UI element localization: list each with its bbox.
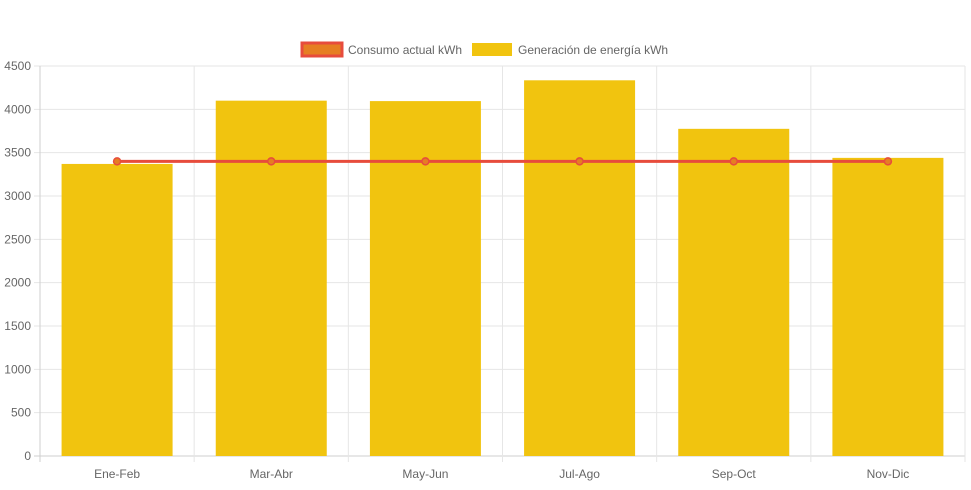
y-tick-label: 3500	[4, 146, 31, 160]
bars	[61, 80, 944, 457]
bar-jul-ago	[524, 80, 636, 457]
y-tick-label: 4000	[4, 102, 31, 116]
x-tick-label: Ene-Feb	[94, 467, 140, 481]
grid	[34, 65, 966, 462]
line-series	[112, 157, 893, 166]
x-tick-label: Nov-Dic	[867, 467, 910, 481]
x-tick-label: Jul-Ago	[559, 467, 600, 481]
y-tick-label: 2500	[4, 232, 31, 246]
legend-label-generacion: Generación de energía kWh	[518, 43, 668, 57]
x-tick-label: Sep-Oct	[712, 467, 757, 481]
bar-nov-dic	[832, 157, 944, 456]
legend-swatch-generacion	[472, 43, 512, 56]
legend-label-consumo: Consumo actual kWh	[348, 43, 462, 57]
legend-swatch-consumo	[300, 41, 344, 58]
y-tick-label: 1000	[4, 362, 31, 376]
y-tick-label: 500	[11, 406, 31, 420]
consumo-point-ene-feb	[112, 157, 122, 166]
bar-may-jun	[369, 101, 481, 456]
y-tick-label: 2000	[4, 276, 31, 290]
consumo-point-jul-ago	[575, 157, 584, 166]
bar-mar-abr	[215, 100, 327, 457]
legend-item-generacion[interactable]: Generación de energía kWh	[472, 43, 668, 57]
bar-ene-feb	[61, 163, 173, 456]
y-tick-label: 1500	[4, 319, 31, 333]
x-axis: Ene-Feb Mar-Abr May-Jun Jul-Ago Sep-Oct Nov-D…	[94, 467, 909, 481]
y-tick-label: 3000	[4, 189, 31, 203]
x-tick-label: May-Jun	[402, 467, 448, 481]
bar-sep-oct	[678, 128, 790, 457]
legend: Consumo actual kWh Generación de energía…	[300, 41, 668, 58]
y-axis: 0 500 1000 1500 2000 2500 3000 3500 4000 4500	[4, 59, 31, 463]
x-tick-label: Mar-Abr	[250, 467, 293, 481]
consumo-point-may-jun	[421, 157, 430, 166]
legend-item-consumo[interactable]: Consumo actual kWh	[300, 41, 462, 58]
consumo-point-nov-dic	[883, 157, 893, 166]
consumo-point-mar-abr	[267, 157, 276, 166]
y-tick-label: 0	[24, 449, 31, 463]
y-tick-label: 4500	[4, 59, 31, 73]
consumo-point-sep-oct	[729, 157, 738, 166]
